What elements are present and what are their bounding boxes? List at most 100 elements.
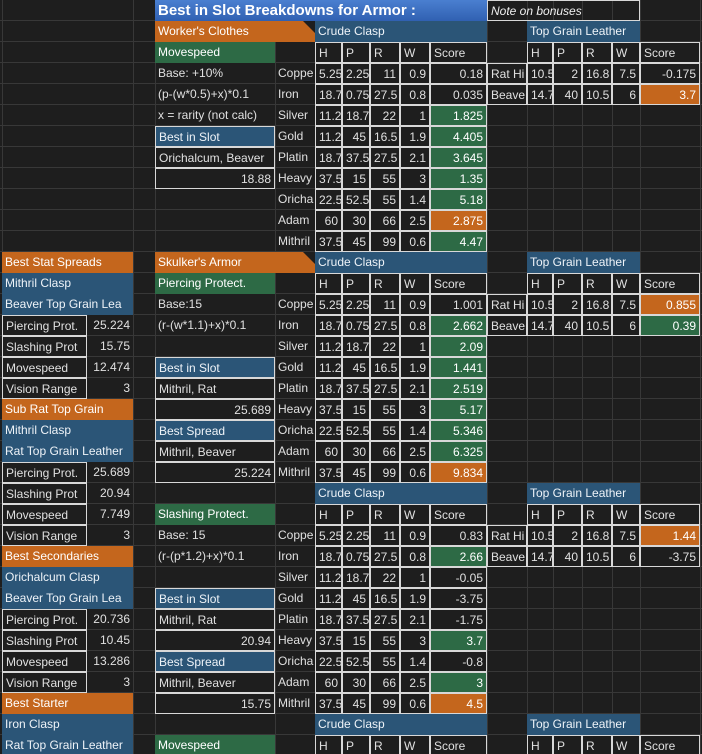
value: 7.5 — [612, 294, 640, 315]
value: 55 — [370, 399, 400, 420]
stat-label: Movespeed — [2, 651, 87, 672]
value: 1.4 — [400, 651, 430, 672]
grid-line — [553, 0, 554, 754]
material: Rat Hi — [487, 63, 527, 84]
value: 45 — [342, 357, 370, 378]
value: 5.25 — [315, 63, 342, 84]
stat-label: Vision Range — [2, 525, 87, 546]
best-items: Mithril, Beaver — [155, 672, 275, 693]
armor-name: Worker's Clothes — [155, 21, 315, 42]
best-value: 20.94 — [155, 630, 275, 651]
value: 9.834 — [430, 462, 487, 483]
value: 16.8 — [582, 525, 612, 546]
column-header: W — [400, 42, 430, 63]
value: 10.5 — [582, 315, 612, 336]
material: Mithril — [278, 465, 310, 479]
material: Oricha — [278, 654, 314, 668]
sheet-title: Best in Slot Breakdowns for Armor : — [155, 0, 487, 22]
value: 2 — [553, 63, 582, 84]
column-header: R — [582, 504, 612, 525]
value: 27.5 — [370, 315, 400, 336]
value: 2.1 — [400, 609, 430, 630]
base: Base: +10% — [158, 66, 224, 80]
stat-label: Vision Range — [2, 378, 87, 399]
base: Base:15 — [158, 297, 203, 311]
value: 52.5 — [342, 189, 370, 210]
value: 37.5 — [315, 399, 342, 420]
stat-value: 12.474 — [93, 360, 130, 374]
table-title: Top Grain Leather — [527, 483, 640, 504]
value: 7.5 — [612, 525, 640, 546]
value: 0.035 — [430, 84, 487, 105]
value: 2.66 — [430, 546, 487, 567]
value: 15 — [342, 399, 370, 420]
value: 18.7 — [315, 378, 342, 399]
value: 16.8 — [582, 63, 612, 84]
value: 22.5 — [315, 651, 342, 672]
value: 2.1 — [400, 378, 430, 399]
grid-line — [700, 0, 701, 754]
stat-label: Slashing Prot — [2, 483, 87, 504]
material: Platin — [278, 381, 309, 395]
value: -3.75 — [430, 588, 487, 609]
value: 30 — [342, 672, 370, 693]
stat-value: 3 — [123, 675, 130, 689]
formula: (r-(w*1.1)+x)*0.1 — [158, 318, 247, 332]
value: 11.2 — [315, 126, 342, 147]
value: 2.1 — [400, 147, 430, 168]
value: 45 — [342, 588, 370, 609]
column-header: W — [400, 504, 430, 525]
column-header: H — [527, 735, 553, 754]
material: Adam — [278, 213, 310, 227]
formula-note: x = rarity (not calc) — [158, 108, 258, 122]
column-header: Score — [640, 504, 700, 525]
value: 0.75 — [342, 84, 370, 105]
value: 40 — [553, 84, 582, 105]
column-header: P — [342, 504, 370, 525]
value: 27.5 — [370, 609, 400, 630]
value: 0.9 — [400, 294, 430, 315]
material: Gold — [278, 591, 304, 605]
best-value: 25.689 — [155, 399, 275, 420]
value: 0.9 — [400, 525, 430, 546]
stat-label: Piercing Prot. — [2, 609, 87, 630]
value: 11.2 — [315, 567, 342, 588]
value: 11.2 — [315, 105, 342, 126]
value: 1.9 — [400, 357, 430, 378]
value: 2 — [553, 525, 582, 546]
material: Iron — [278, 318, 299, 332]
value: 18.7 — [315, 84, 342, 105]
value: 27.5 — [370, 147, 400, 168]
value: 22.5 — [315, 189, 342, 210]
value: 30 — [342, 210, 370, 231]
value: 1 — [400, 336, 430, 357]
value: 45 — [342, 462, 370, 483]
value: 16.5 — [370, 126, 400, 147]
value: 11.2 — [315, 357, 342, 378]
group-header: Sub Rat Top Grain — [2, 399, 133, 420]
value: 66 — [370, 210, 400, 231]
value: 37.5 — [342, 147, 370, 168]
material: Beave — [487, 315, 527, 336]
value: 3.645 — [430, 147, 487, 168]
column-header: W — [612, 735, 640, 754]
value: 2.875 — [430, 210, 487, 231]
value: 66 — [370, 672, 400, 693]
value: 14.7 — [527, 315, 553, 336]
stat-value: 3 — [123, 528, 130, 542]
column-header: H — [527, 504, 553, 525]
stat-value: 15.75 — [99, 339, 130, 353]
stat-label: Piercing Prot. — [2, 315, 87, 336]
stat-label: Slashing Prot — [2, 336, 87, 357]
value: 22 — [370, 336, 400, 357]
value: 18.7 — [342, 567, 370, 588]
value: 11 — [370, 63, 400, 84]
value: 6 — [612, 84, 640, 105]
stat-value: 13.286 — [93, 654, 130, 668]
value: 0.6 — [400, 231, 430, 252]
material: Coppe — [278, 66, 314, 80]
value: 6.325 — [430, 441, 487, 462]
value: 1.4 — [400, 189, 430, 210]
value: 22.5 — [315, 420, 342, 441]
